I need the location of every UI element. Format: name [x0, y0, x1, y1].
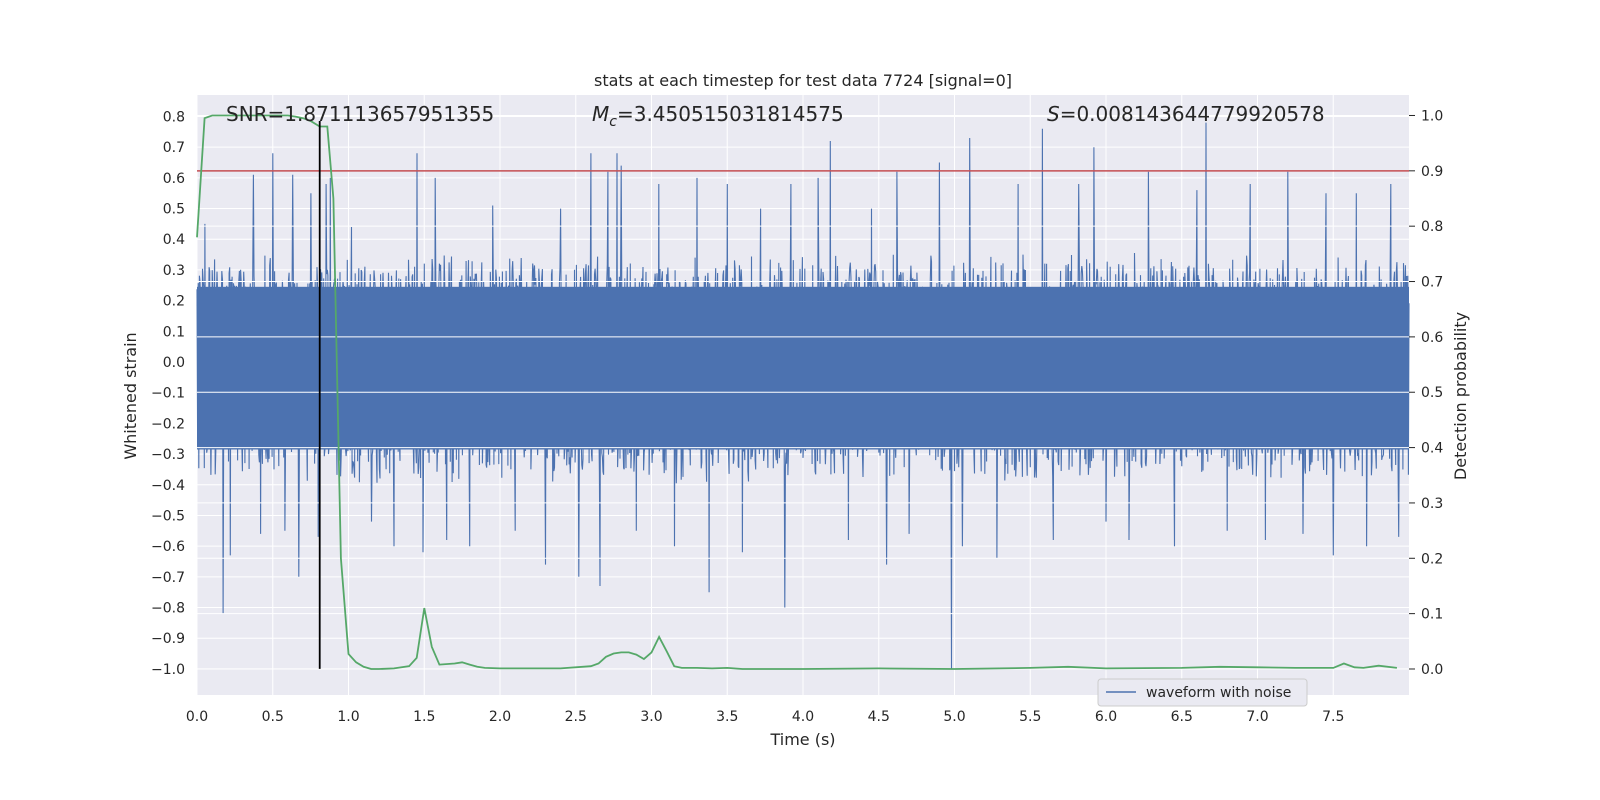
x-tick-label: 1.0 [337, 709, 359, 725]
y-right-tick-label: 1.0 [1421, 108, 1443, 124]
y-right-tick-label: 0.4 [1421, 441, 1443, 457]
chirp-mass-value: =3.450515031814575 [617, 102, 844, 126]
y-left-tick-label: −0.7 [151, 570, 185, 586]
x-tick-label: 0.5 [262, 709, 284, 725]
waveform-series [196, 122, 1410, 669]
s-value: =0.008143644779920578 [1060, 102, 1325, 126]
x-tick-label: 0.0 [186, 709, 208, 725]
x-tick-label: 4.5 [868, 709, 890, 725]
y-right-tick-label: 0.3 [1421, 496, 1443, 512]
y-left-tick-label: −0.8 [151, 601, 185, 617]
x-tick-label: 7.5 [1322, 709, 1344, 725]
y-left-tick-label: 0.3 [163, 263, 185, 279]
y-left-tick-label: 0.8 [163, 109, 185, 125]
y-left-tick-label: −0.2 [151, 416, 185, 432]
x-tick-label: 2.5 [565, 709, 587, 725]
x-tick-label: 5.5 [1019, 709, 1041, 725]
y-left-tick-label: −0.4 [151, 478, 185, 494]
y-left-tick-label: 0.7 [163, 140, 185, 156]
y-right-tick-label: 0.8 [1421, 219, 1443, 235]
y-right-tick-label: 0.7 [1421, 275, 1443, 291]
y-left-tick-label: −0.3 [151, 447, 185, 463]
y-right-tick-label: 0.2 [1421, 551, 1443, 567]
x-tick-label: 4.0 [792, 709, 814, 725]
y-left-tick-label: −0.1 [151, 386, 185, 402]
snr-annotation: SNR=1.871113657951355 [226, 102, 494, 126]
s-symbol: S [1047, 102, 1060, 126]
overlay-grid-lines [197, 114, 1409, 670]
x-tick-label: 6.5 [1171, 709, 1193, 725]
y-right-tick-label: 0.6 [1421, 330, 1443, 346]
x-tick-label: 3.0 [640, 709, 662, 725]
x-tick-label: 5.0 [943, 709, 965, 725]
y-left-tick-label: 0.2 [163, 294, 185, 310]
y-right-tick-label: 0.9 [1421, 164, 1443, 180]
y-right-axis-label: Detection probability [1451, 312, 1470, 480]
chirp-mass-symbol: M [592, 102, 609, 126]
chart-title: stats at each timestep for test data 772… [594, 71, 1012, 90]
legend: waveform with noise [1097, 678, 1308, 707]
y-left-tick-label: −0.9 [151, 631, 185, 647]
x-tick-label: 6.0 [1095, 709, 1117, 725]
y-right-tick-label: 0.5 [1421, 385, 1443, 401]
legend-label: waveform with noise [1146, 685, 1291, 701]
y-right-tick-label: 0.0 [1421, 662, 1443, 678]
y-left-tick-label: −0.5 [151, 508, 185, 524]
y-left-tick-label: 0.1 [163, 324, 185, 340]
y-right-axis-ticks: 1.0 0.9 0.8 0.7 0.6 0.5 0.4 0.3 0.2 0.1 0.0 [1409, 108, 1443, 678]
chirp-mass-subscript: c [609, 114, 617, 130]
y-left-tick-label: −1.0 [151, 662, 185, 678]
y-left-tick-label: 0.6 [163, 171, 185, 187]
x-tick-label: 7.0 [1246, 709, 1268, 725]
x-tick-label: 2.0 [489, 709, 511, 725]
x-axis-ticks: 0.0 0.5 1.0 1.5 2.0 2.5 3.0 3.5 4.0 4.5 5.0 5.5 6.0 6… [186, 709, 1345, 725]
y-left-tick-label: 0.4 [163, 232, 185, 248]
x-tick-label: 3.5 [716, 709, 738, 725]
legend-box [1097, 678, 1308, 707]
waveform-core-band [197, 286, 1409, 450]
y-left-axis-label: Whitened strain [121, 332, 140, 459]
s-annotation: S=0.008143644779920578 [1047, 102, 1325, 126]
y-left-axis-ticks: 0.8 0.7 0.6 0.5 0.4 0.3 0.2 0.1 0.0 −0.1 −0.2 −0.3 −… [151, 109, 185, 677]
y-right-tick-label: 0.1 [1421, 607, 1443, 623]
y-left-tick-label: 0.0 [163, 355, 185, 371]
x-tick-label: 1.5 [413, 709, 435, 725]
chirp-mass-annotation: Mc=3.450515031814575 [592, 102, 844, 130]
y-left-tick-label: −0.6 [151, 539, 185, 555]
y-left-tick-label: 0.5 [163, 202, 185, 218]
x-axis-label: Time (s) [769, 730, 835, 749]
